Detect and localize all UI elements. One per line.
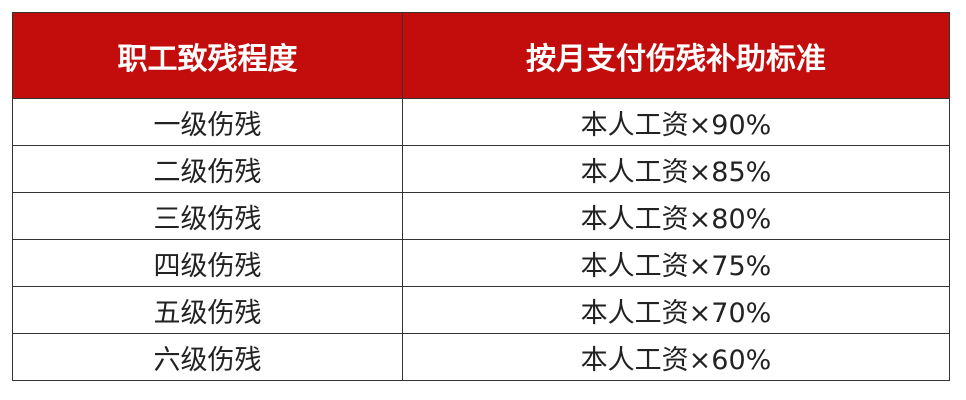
disability-level-cell: 三级伤残 xyxy=(12,192,403,240)
disability-level-cell: 四级伤残 xyxy=(12,239,403,287)
disability-level-cell: 五级伤残 xyxy=(12,286,403,334)
table-row: 一级伤残 本人工资×90% xyxy=(12,98,950,146)
allowance-cell: 本人工资×85% xyxy=(402,145,950,193)
table-row: 四级伤残 本人工资×75% xyxy=(12,239,950,287)
header-row: 职工致残程度 按月支付伤残补助标准 xyxy=(12,12,950,99)
disability-level-cell: 一级伤残 xyxy=(12,98,403,146)
allowance-cell: 本人工资×60% xyxy=(402,333,950,381)
disability-allowance-table: 职工致残程度 按月支付伤残补助标准 一级伤残 本人工资×90% 二级伤残 本人工资×… xyxy=(12,12,950,381)
disability-level-cell: 二级伤残 xyxy=(12,145,403,193)
table-row: 二级伤残 本人工资×85% xyxy=(12,145,950,193)
disability-level-cell: 六级伤残 xyxy=(12,333,403,381)
table-row: 六级伤残 本人工资×60% xyxy=(12,333,950,381)
allowance-cell: 本人工资×70% xyxy=(402,286,950,334)
table-row: 五级伤残 本人工资×70% xyxy=(12,286,950,334)
header-monthly-allowance: 按月支付伤残补助标准 xyxy=(402,12,950,99)
header-disability-level: 职工致残程度 xyxy=(12,12,403,99)
table-row: 三级伤残 本人工资×80% xyxy=(12,192,950,240)
allowance-cell: 本人工资×75% xyxy=(402,239,950,287)
allowance-cell: 本人工资×80% xyxy=(402,192,950,240)
allowance-cell: 本人工资×90% xyxy=(402,98,950,146)
